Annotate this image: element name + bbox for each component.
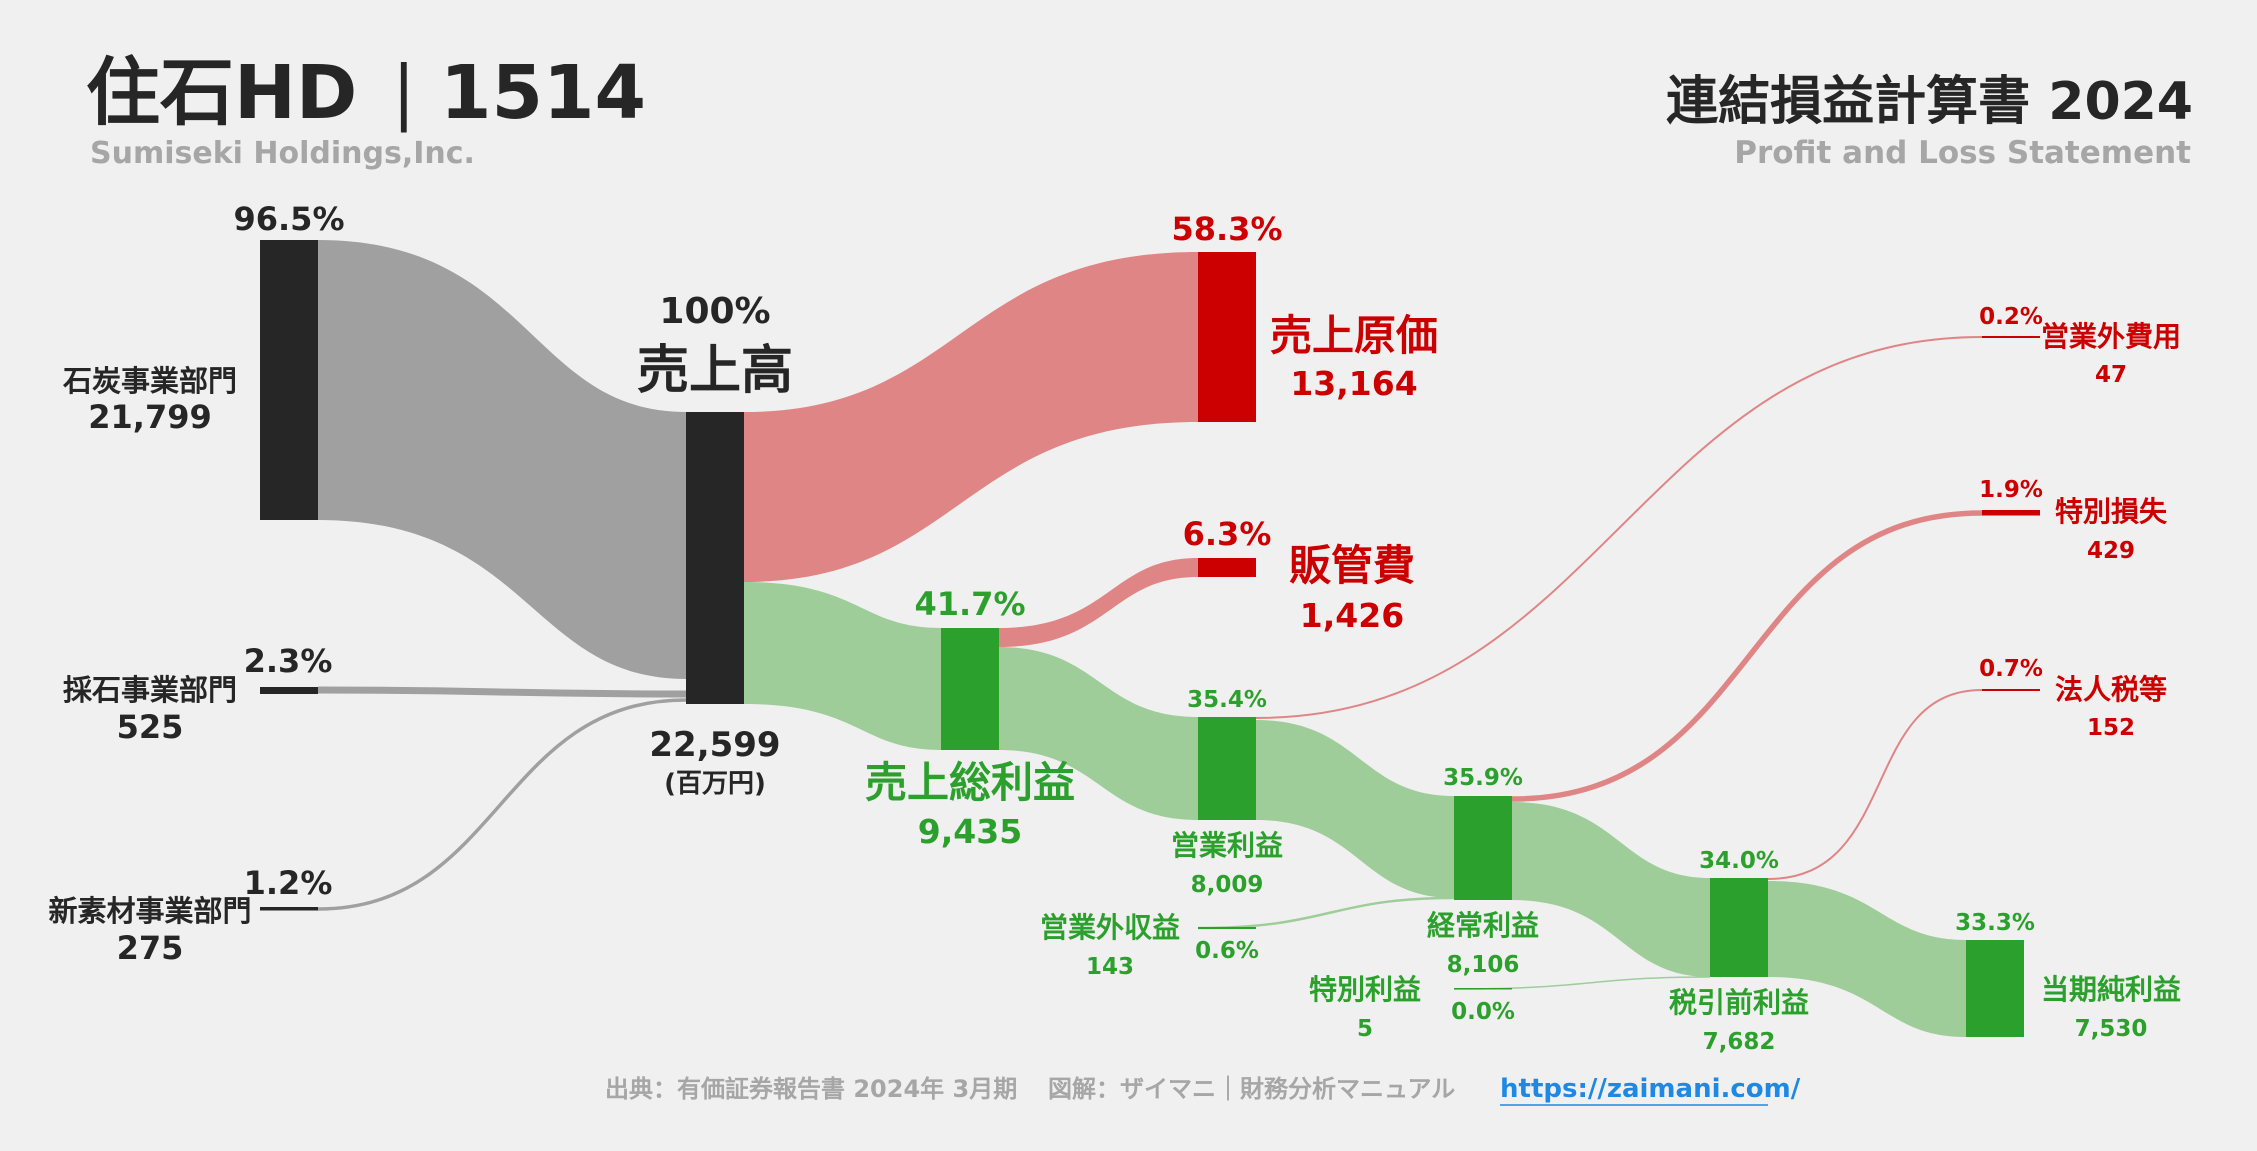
node-nonop-income [1198, 927, 1256, 929]
value-pretax: 7,682 [1703, 1029, 1776, 1055]
label-pretax: 税引前利益 [1669, 986, 1809, 1019]
label-revenue: 売上高 [637, 341, 793, 401]
footer-link[interactable]: https://zaimani.com/ [1500, 1074, 1801, 1104]
value-revenue: 22,599 [649, 725, 780, 765]
flow-op-ordinary [1256, 720, 1454, 898]
node-tax [1982, 689, 2040, 691]
node-net [1966, 940, 2024, 1037]
flow-gross-sga [999, 558, 1198, 647]
node-nonop-expense [1982, 336, 2040, 338]
flow-stone-revenue [317, 686, 687, 698]
node-coal [260, 240, 318, 520]
node-special-loss [1982, 510, 2040, 516]
flow-op-nonop-expense [1255, 336, 1983, 719]
flow-material-revenue [317, 698, 687, 911]
value-tax: 152 [2087, 715, 2135, 741]
flow-revenue-cogs [744, 252, 1198, 582]
label-cogs: 売上原価 [1270, 311, 1438, 360]
statement-title: 連結損益計算書 2024 [1666, 72, 2193, 132]
footer-url[interactable]: https://zaimani.com/ [1500, 1074, 1801, 1104]
label-nonop-expense: 営業外費用 [2041, 320, 2181, 353]
value-stone: 525 [117, 708, 184, 746]
labels: 96.5% 石炭事業部門 21,799 2.3% 採石事業部門 525 1.2%… [48, 200, 2181, 1055]
flow-pretax-net [1768, 881, 1966, 1037]
label-stone: 採石事業部門 [63, 673, 237, 707]
value-coal: 21,799 [88, 398, 211, 436]
label-tax: 法人税等 [2055, 673, 2167, 706]
pct-tax: 0.7% [1979, 656, 2043, 682]
value-special-gain: 5 [1357, 1016, 1373, 1042]
label-special-loss: 特別損失 [2055, 495, 2168, 528]
pct-net: 33.3% [1955, 910, 2035, 936]
label-sga: 販管費 [1289, 541, 1415, 590]
node-stone [260, 687, 318, 694]
flow-coal-revenue [318, 240, 686, 679]
node-sga [1198, 558, 1256, 577]
value-gross: 9,435 [918, 812, 1022, 851]
label-coal: 石炭事業部門 [62, 364, 237, 398]
value-nonop-expense: 47 [2095, 362, 2127, 388]
value-cogs: 13,164 [1290, 364, 1417, 403]
flow-ordinary-special-loss [1511, 510, 1983, 802]
value-material: 275 [117, 929, 184, 967]
pct-coal: 96.5% [233, 200, 344, 238]
node-ordinary [1454, 796, 1512, 900]
footer-source: 出典：有価証券報告書 2024年 3月期 [605, 1075, 1017, 1103]
value-nonop-income: 143 [1086, 954, 1134, 980]
label-op: 営業利益 [1171, 829, 1283, 862]
title-separator: | [392, 51, 416, 133]
flow-revenue-gross [744, 582, 941, 750]
pct-op: 35.4% [1187, 687, 1267, 713]
company-name: 住石HD [86, 50, 357, 136]
label-special-gain: 特別利益 [1309, 973, 1421, 1006]
pct-pretax: 34.0% [1699, 848, 1779, 874]
company-code: 1514 [440, 50, 646, 136]
label-net: 当期純利益 [2041, 973, 2181, 1006]
footer-credit: 図解：ザイマニ｜財務分析マニュアル [1048, 1075, 1455, 1103]
pct-gross: 41.7% [914, 585, 1025, 623]
flow-gross-op [999, 647, 1198, 820]
flow-ordinary-pretax [1512, 802, 1710, 977]
value-ordinary: 8,106 [1447, 952, 1520, 978]
pct-revenue: 100% [659, 291, 770, 332]
pct-nonop-income: 0.6% [1195, 938, 1259, 964]
pct-stone: 2.3% [244, 642, 333, 680]
node-pretax [1710, 878, 1768, 977]
node-cogs [1198, 252, 1256, 422]
value-special-loss: 429 [2087, 538, 2135, 564]
company-name-en: Sumiseki Holdings,Inc. [90, 136, 475, 171]
pct-special-gain: 0.0% [1451, 999, 1515, 1025]
value-op: 8,009 [1191, 872, 1264, 898]
label-material: 新素材事業部門 [48, 894, 251, 928]
flow-nonop-income-ordinary [1197, 896, 1455, 930]
pct-cogs: 58.3% [1171, 210, 1282, 248]
pct-sga: 6.3% [1183, 515, 1272, 553]
label-ordinary: 経常利益 [1427, 909, 1539, 942]
node-special-gain [1454, 988, 1512, 990]
node-op [1198, 717, 1256, 820]
pct-ordinary: 35.9% [1443, 765, 1523, 791]
value-sga: 1,426 [1300, 596, 1404, 635]
pct-nonop-expense: 0.2% [1979, 304, 2043, 330]
value-net: 7,530 [2075, 1016, 2148, 1042]
label-gross: 売上総利益 [865, 758, 1075, 807]
node-gross [941, 628, 999, 750]
pct-material: 1.2% [244, 864, 333, 902]
unit-label: (百万円) [664, 769, 766, 799]
nodes [260, 240, 2040, 1037]
statement-subtitle: Profit and Loss Statement [1734, 135, 2191, 171]
flow-pretax-tax [1767, 689, 1983, 880]
label-nonop-income: 営業外収益 [1040, 911, 1180, 944]
pct-special-loss: 1.9% [1979, 477, 2043, 503]
node-revenue [686, 412, 744, 704]
node-material [260, 907, 318, 911]
